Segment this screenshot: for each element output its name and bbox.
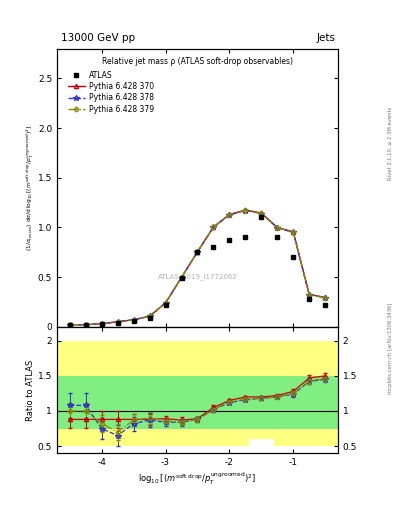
Bar xyxy=(83,341,121,446)
Bar xyxy=(57,376,83,429)
Text: 13000 GeV pp: 13000 GeV pp xyxy=(61,33,135,44)
Text: Relative jet mass ρ (ATLAS soft-drop observables): Relative jet mass ρ (ATLAS soft-drop obs… xyxy=(102,57,293,66)
Bar xyxy=(210,376,249,429)
X-axis label: $\log_{10}[(m^{\mathrm{soft\ drop}}/p_\mathrm{T}^{\mathrm{ungroomed}})^2]$: $\log_{10}[(m^{\mathrm{soft\ drop}}/p_\m… xyxy=(138,471,257,487)
Bar xyxy=(57,341,83,446)
Bar xyxy=(210,341,249,446)
Text: ATLAS_2019_I1772062: ATLAS_2019_I1772062 xyxy=(158,273,237,280)
Bar xyxy=(249,376,274,429)
Bar xyxy=(121,376,210,429)
Bar xyxy=(312,376,338,429)
Bar xyxy=(83,376,121,429)
Text: mcplots.cern.ch [arXiv:1306.3436]: mcplots.cern.ch [arXiv:1306.3436] xyxy=(388,303,393,394)
Y-axis label: Ratio to ATLAS: Ratio to ATLAS xyxy=(26,359,35,420)
Text: Rivet 3.1.10, ≥ 2.3M events: Rivet 3.1.10, ≥ 2.3M events xyxy=(388,106,393,180)
Y-axis label: $(1/\sigma_\mathrm{resum})\ \mathrm{d}\sigma/\mathrm{d}\,\log_{10}[(m^{\mathrm{s: $(1/\sigma_\mathrm{resum})\ \mathrm{d}\s… xyxy=(25,124,37,251)
Bar xyxy=(274,341,312,446)
Bar xyxy=(121,341,210,446)
Legend: ATLAS, Pythia 6.428 370, Pythia 6.428 378, Pythia 6.428 379: ATLAS, Pythia 6.428 370, Pythia 6.428 37… xyxy=(66,69,155,115)
Bar xyxy=(274,376,312,429)
Bar xyxy=(249,341,274,439)
Text: Jets: Jets xyxy=(317,33,336,44)
Bar xyxy=(312,341,338,446)
